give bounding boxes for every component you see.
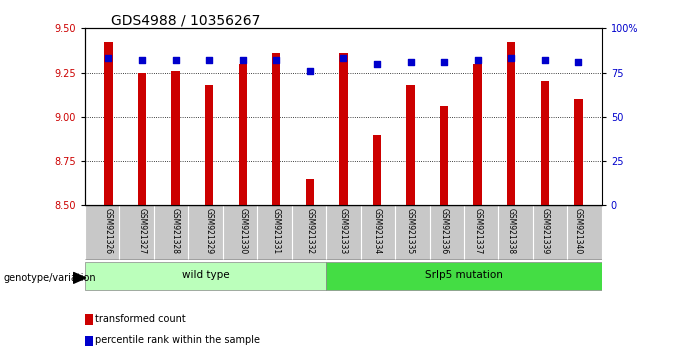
Bar (507, 42, 515, 205)
Text: GSM921331: GSM921331 (272, 208, 281, 254)
Bar (407, 85, 415, 205)
Bar (85, 262, 326, 290)
Bar (305, 179, 314, 205)
Text: GSM921338: GSM921338 (507, 208, 515, 254)
Bar (171, 71, 180, 205)
Point (338, 56, 349, 61)
Point (506, 56, 517, 61)
Point (405, 59, 416, 65)
Point (103, 56, 114, 61)
Text: GSM921329: GSM921329 (205, 208, 214, 254)
Bar (339, 53, 347, 205)
Point (539, 57, 550, 63)
Text: GSM921327: GSM921327 (137, 208, 147, 254)
Bar (104, 42, 113, 205)
Text: GSM921336: GSM921336 (439, 208, 449, 254)
Text: GSM921335: GSM921335 (406, 208, 415, 254)
Bar (473, 64, 482, 205)
Point (271, 57, 282, 63)
Text: GSM921326: GSM921326 (104, 208, 113, 254)
Polygon shape (73, 273, 86, 283)
Text: GSM921334: GSM921334 (373, 208, 381, 254)
Text: GSM921332: GSM921332 (305, 208, 314, 254)
Bar (138, 73, 146, 205)
Text: GSM921340: GSM921340 (574, 208, 583, 254)
Bar (541, 81, 549, 205)
Point (371, 61, 382, 67)
Bar (326, 262, 602, 290)
Bar (272, 53, 280, 205)
Bar (373, 135, 381, 205)
Text: Srlp5 mutation: Srlp5 mutation (425, 270, 503, 280)
Text: GSM921333: GSM921333 (339, 208, 348, 254)
Bar (239, 64, 247, 205)
Text: GSM921339: GSM921339 (540, 208, 549, 254)
Text: GDS4988 / 10356267: GDS4988 / 10356267 (111, 13, 260, 27)
Text: percentile rank within the sample: percentile rank within the sample (95, 335, 260, 345)
Text: wild type: wild type (182, 270, 229, 280)
Text: transformed count: transformed count (95, 314, 186, 324)
Bar (205, 85, 214, 205)
Point (439, 59, 449, 65)
Text: GSM921328: GSM921328 (171, 208, 180, 254)
Point (573, 59, 583, 65)
Point (472, 57, 483, 63)
Bar (574, 99, 583, 205)
Text: GSM921330: GSM921330 (238, 208, 248, 254)
Bar (440, 106, 448, 205)
Point (204, 57, 215, 63)
Text: GSM921337: GSM921337 (473, 208, 482, 254)
Point (137, 57, 148, 63)
Point (305, 68, 316, 74)
Point (170, 57, 181, 63)
Point (237, 57, 248, 63)
Text: genotype/variation: genotype/variation (3, 273, 96, 283)
